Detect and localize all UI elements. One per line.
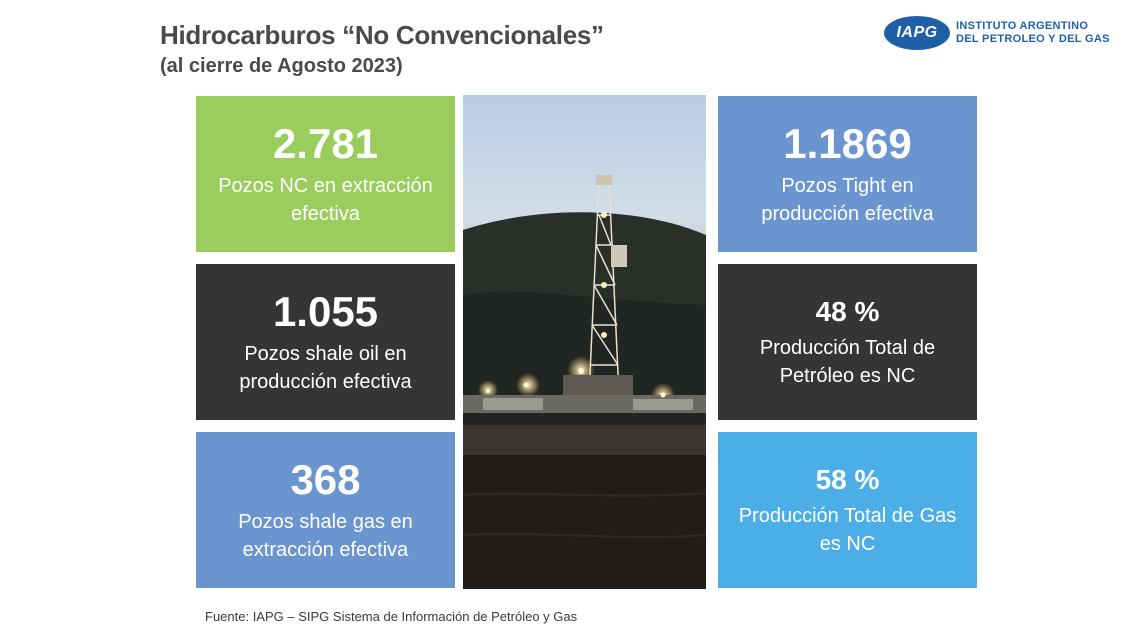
stat-description: Pozos shale oil en producción efectiva: [239, 340, 411, 396]
stat-card-oil-production-share: 48 % Producción Total de Petróleo es NC: [718, 264, 977, 420]
stat-desc-line-1: Producción Total de: [759, 337, 936, 359]
stat-value: 1.055: [272, 288, 379, 335]
stat-description: Producción Total de Petróleo es NC: [760, 334, 935, 390]
page-subtitle: (al cierre de Agosto 2023): [160, 55, 403, 77]
stat-card-shale-gas-wells: 368 Pozos shale gas en extracción efecti…: [196, 432, 455, 588]
stat-value: 368: [290, 456, 361, 503]
stat-card-shale-oil-wells: 1.055 Pozos shale oil en producción efec…: [196, 264, 455, 420]
source-footnote: Fuente: IAPG – SIPG Sistema de Informaci…: [205, 609, 578, 624]
stat-description: Pozos Tight en producción efectiva: [761, 172, 933, 228]
stat-description: Pozos shale gas en extracción efectiva: [238, 508, 413, 564]
logo-line-1: INSTITUTO ARGENTINO: [956, 20, 1089, 32]
iapg-logo: IAPG INSTITUTO ARGENTINO DEL PETROLEO Y …: [884, 16, 1110, 50]
stat-card-nc-wells: 2.781 Pozos NC en extracción efectiva: [196, 96, 455, 252]
stat-desc-line-1: Producción Total de Gas: [738, 505, 957, 527]
stat-value: 1.1869: [783, 120, 912, 167]
stat-card-tight-wells: 1.1869 Pozos Tight en producción efectiv…: [718, 96, 977, 252]
stat-value: 48 %: [815, 296, 880, 327]
stat-desc-line-2: producción efectiva: [761, 203, 934, 225]
stat-desc-line-2: efectiva: [291, 203, 360, 225]
stat-desc-line-1: Pozos NC en extracción: [218, 175, 433, 197]
logo-mark: IAPG: [884, 16, 950, 50]
logo-text: INSTITUTO ARGENTINO DEL PETROLEO Y DEL G…: [956, 20, 1110, 46]
stat-description: Producción Total de Gas es NC: [739, 502, 957, 558]
stat-desc-line-2: Petróleo es NC: [779, 365, 916, 387]
stat-value: 2.781: [272, 120, 379, 167]
stat-desc-line-1: Pozos shale oil en: [244, 343, 407, 365]
logo-line-2: DEL PETROLEO Y DEL GAS: [956, 33, 1110, 45]
stat-desc-line-2: es NC: [819, 533, 876, 555]
page-title: Hidrocarburos “No Convencionales”: [160, 20, 604, 50]
stat-desc-line-1: Pozos Tight en: [781, 175, 914, 197]
stat-card-gas-production-share: 58 % Producción Total de Gas es NC: [718, 432, 977, 588]
stat-desc-line-2: extracción efectiva: [242, 539, 409, 561]
stat-value: 58 %: [815, 464, 880, 495]
stat-description: Pozos NC en extracción efectiva: [218, 172, 433, 228]
stat-desc-line-1: Pozos shale gas en: [238, 511, 413, 533]
stat-desc-line-2: producción efectiva: [239, 371, 412, 393]
drilling-rig-photo: [463, 95, 706, 589]
